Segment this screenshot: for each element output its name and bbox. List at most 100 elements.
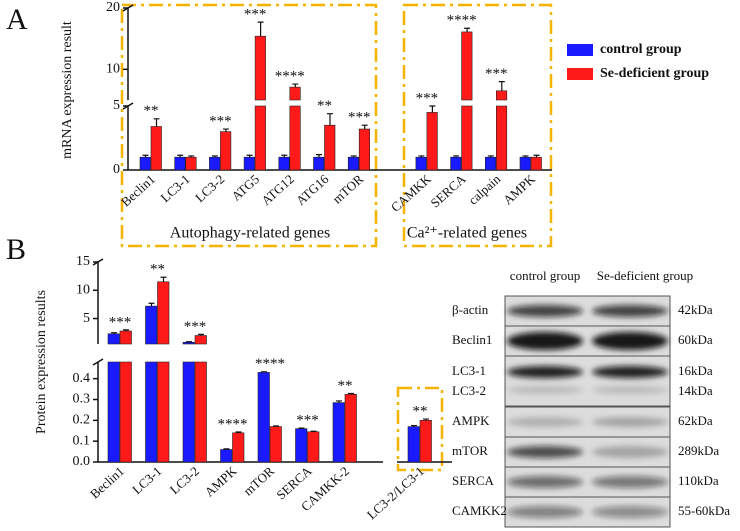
legend-label: Se-deficient group xyxy=(600,66,709,81)
blot-band xyxy=(592,366,668,378)
legend-swatch xyxy=(567,44,593,56)
error-bar xyxy=(246,154,253,158)
significance-label: *** xyxy=(184,319,207,335)
significance-label: **** xyxy=(275,68,305,84)
x-tick-label: Beclin1 xyxy=(118,171,158,209)
error-bar xyxy=(148,302,155,307)
blot-band xyxy=(507,476,583,488)
significance-label: **** xyxy=(255,356,285,372)
error-bar xyxy=(453,155,460,158)
error-bar xyxy=(198,333,204,336)
bar xyxy=(145,361,158,463)
x-tick-label: ATG16 xyxy=(293,171,332,208)
protein-label: LC3-1 xyxy=(452,363,486,378)
error-bar xyxy=(261,371,267,373)
protein-label: SERCA xyxy=(452,473,495,488)
size-label: 42kDa xyxy=(678,302,713,317)
protein-label: mTOR xyxy=(452,443,488,458)
x-tick-label: ATG12 xyxy=(258,171,296,208)
bar xyxy=(324,124,336,171)
error-bar xyxy=(498,81,505,91)
error-bar xyxy=(327,113,333,126)
bar xyxy=(119,361,132,463)
blot-band xyxy=(592,305,668,317)
y-tick-label: 10 xyxy=(76,282,90,297)
bar xyxy=(232,432,245,463)
bar xyxy=(295,428,308,463)
blot-band xyxy=(592,506,668,518)
error-bar xyxy=(348,392,354,395)
x-tick-label: LC3-2 xyxy=(167,463,202,497)
significance-label: **** xyxy=(218,416,248,432)
x-tick-label: ATG5 xyxy=(228,171,262,203)
error-bar xyxy=(423,418,429,421)
bar xyxy=(150,126,162,171)
y-axis-label: Protein expression results xyxy=(34,290,49,434)
bar xyxy=(519,156,531,171)
bar xyxy=(358,128,371,171)
legend-label: control group xyxy=(600,42,682,57)
x-tick-label: SERCA xyxy=(427,171,469,211)
protein-label: AMPK xyxy=(452,413,490,428)
bar xyxy=(344,393,357,463)
y-tick-label: 0.4 xyxy=(73,371,91,386)
blot-lane xyxy=(504,355,671,407)
x-tick-label: LC3-1 xyxy=(129,463,164,497)
error-bar xyxy=(223,448,230,450)
panel-label: A xyxy=(6,3,28,36)
error-bar xyxy=(273,425,279,427)
error-bar xyxy=(281,154,288,158)
blot-band xyxy=(592,386,668,394)
y-tick-label: 10 xyxy=(106,62,120,77)
bar xyxy=(313,156,325,171)
error-bar xyxy=(186,341,192,343)
significance-label: ** xyxy=(338,378,353,394)
error-bar xyxy=(316,154,322,158)
error-bar xyxy=(153,118,160,127)
group-label: Autophagy-related genes xyxy=(170,225,330,242)
protein-label: Beclin1 xyxy=(452,332,492,347)
error-bar xyxy=(429,105,436,113)
bar xyxy=(307,431,320,463)
error-bar xyxy=(123,329,129,331)
bar xyxy=(257,372,270,463)
bar xyxy=(157,361,170,463)
significance-label: ** xyxy=(413,404,428,420)
bar xyxy=(139,156,151,171)
bar xyxy=(209,156,221,171)
significance-label: **** xyxy=(447,13,477,29)
bar xyxy=(182,342,195,345)
bar xyxy=(530,156,542,171)
y-axis-label: mRNA expression result xyxy=(60,21,75,159)
significance-label: *** xyxy=(109,314,132,330)
blot-band xyxy=(507,366,583,378)
bar xyxy=(278,156,290,171)
bar xyxy=(107,333,120,345)
blot-band xyxy=(507,305,583,317)
axis-break xyxy=(92,358,104,366)
size-label: 62kDa xyxy=(678,413,713,428)
error-bar xyxy=(361,124,368,130)
bar xyxy=(174,156,186,171)
blot-column-label: control group xyxy=(510,268,580,283)
x-tick-label: calpain xyxy=(465,171,503,208)
bar xyxy=(269,426,282,463)
bar xyxy=(194,361,207,463)
bar xyxy=(243,156,255,171)
blot-row xyxy=(504,436,671,468)
blot-row xyxy=(504,325,671,357)
bar xyxy=(182,361,195,463)
bar xyxy=(419,420,432,463)
bar xyxy=(347,156,360,171)
blot-band xyxy=(507,417,583,427)
error-bar xyxy=(336,400,342,403)
y-tick-label: 20 xyxy=(106,0,120,15)
bar xyxy=(461,105,473,171)
panel-label: B xyxy=(6,233,26,266)
legend-swatch xyxy=(567,68,593,80)
error-bar xyxy=(411,424,417,427)
bar xyxy=(220,131,232,171)
bar xyxy=(107,361,120,463)
x-tick-label: LC3-2 xyxy=(192,171,227,205)
error-bar xyxy=(222,128,229,132)
